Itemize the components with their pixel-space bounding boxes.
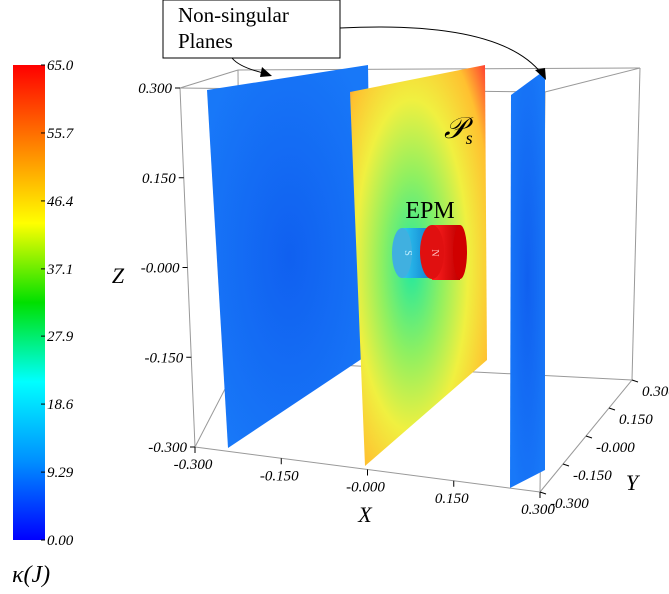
callout-line: Planes bbox=[178, 29, 233, 53]
callout-box bbox=[162, 0, 341, 59]
magnet-label: EPM bbox=[405, 198, 454, 224]
z-axis-label: Z bbox=[112, 263, 125, 288]
x-axis-label: X bbox=[357, 502, 373, 527]
y-tick-label: 0.150 bbox=[619, 412, 653, 428]
z-tick-label: -0.150 bbox=[145, 350, 184, 366]
box-edge bbox=[237, 67, 641, 71]
box-edge bbox=[631, 67, 641, 381]
magnet-end bbox=[453, 225, 467, 279]
colorbar-tick-label: 27.9 bbox=[47, 329, 74, 345]
colorbar bbox=[13, 65, 45, 540]
callout-arrow bbox=[339, 26, 543, 75]
z-tick-label: -0.000 bbox=[141, 261, 180, 277]
north-label: N bbox=[429, 249, 440, 256]
y-tick-label: -0.150 bbox=[573, 468, 612, 484]
y-tick bbox=[562, 463, 570, 467]
plane-label-sub: s bbox=[466, 128, 473, 148]
z-tick-label: 0.300 bbox=[138, 81, 172, 97]
colorbar-tick-label: 37.1 bbox=[46, 262, 73, 278]
colorbar-tick-label: 9.29 bbox=[47, 465, 74, 481]
colorbar-tick-label: 65.0 bbox=[47, 58, 74, 74]
magnet-north-cap bbox=[420, 225, 444, 279]
arrow-head bbox=[260, 67, 272, 77]
z-tick-label: 0.150 bbox=[142, 171, 176, 187]
y-tick bbox=[608, 407, 616, 411]
colorbar-tick-label: 55.7 bbox=[47, 126, 75, 142]
x-tick-label: -0.150 bbox=[260, 468, 299, 484]
box-edge bbox=[544, 67, 641, 93]
colorbar-label: κ(J) bbox=[12, 562, 50, 588]
magnet-south-cap bbox=[392, 228, 412, 278]
magnet: S N bbox=[392, 225, 467, 280]
x-tick-label: 0.150 bbox=[435, 491, 469, 507]
y-tick-label: -0.300 bbox=[550, 496, 589, 512]
arrow-head bbox=[535, 68, 546, 80]
y-tick bbox=[539, 491, 547, 495]
box-edge bbox=[179, 69, 239, 89]
x-tick-label: -0.000 bbox=[346, 480, 385, 496]
y-tick-label: -0.000 bbox=[596, 440, 635, 456]
colorbar-tick-label: 0.00 bbox=[47, 533, 74, 549]
colorbar-tick-label: 46.4 bbox=[47, 194, 74, 210]
y-tick bbox=[631, 379, 639, 383]
y-axis-label: Y bbox=[626, 470, 641, 495]
right-plane bbox=[510, 70, 545, 488]
y-tick bbox=[585, 435, 593, 439]
x-tick-label: -0.300 bbox=[174, 457, 213, 473]
z-tick-label: -0.300 bbox=[148, 440, 187, 456]
x-tick-label: 0.300 bbox=[521, 502, 555, 518]
colorbar-tick-label: 18.6 bbox=[47, 397, 74, 413]
left-plane bbox=[207, 65, 372, 448]
y-tick-label: 0.300 bbox=[642, 384, 669, 400]
callout-line: Non-singular bbox=[178, 3, 289, 27]
south-label: S bbox=[402, 250, 413, 256]
